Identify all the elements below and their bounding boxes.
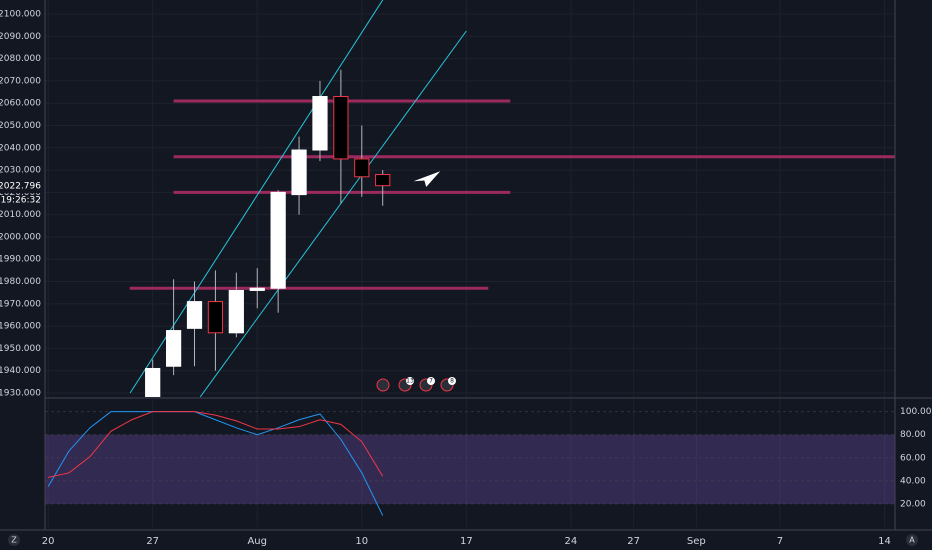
y-tick-label: 2050.000 <box>0 121 41 131</box>
x-tick-label: 17 <box>460 536 473 547</box>
corner-label: Z <box>11 536 17 545</box>
event-count: 8 <box>450 378 454 385</box>
price-label-box <box>0 179 45 194</box>
y-tick-label: 60.00 <box>900 453 926 463</box>
event-count-bg <box>427 377 435 385</box>
corner-button[interactable] <box>906 534 918 546</box>
candle-body <box>312 96 328 151</box>
corner-label: A <box>909 536 915 545</box>
price-pane <box>45 0 895 397</box>
event-badge[interactable] <box>376 378 390 392</box>
event-count: 13 <box>406 378 414 385</box>
y-tick-label: 1970.000 <box>0 299 41 309</box>
y-tick-label: 1950.000 <box>0 344 41 354</box>
trend-line <box>199 30 467 397</box>
candle-body <box>270 191 286 289</box>
countdown: 19:26:32 <box>1 196 41 206</box>
x-tick-label: Sep <box>687 536 706 547</box>
current-price: 2022.796 <box>0 182 41 192</box>
y-tick-label: 80.00 <box>900 430 926 440</box>
y-tick-label: 1940.000 <box>0 366 41 376</box>
y-tick-label: 2090.000 <box>0 32 41 42</box>
candle-body <box>375 174 391 187</box>
axes: 20 27 Aug 10 17 24 27 Sep 7 14 1930.000 1940.000 195… <box>0 10 932 547</box>
candle-body <box>186 301 203 329</box>
y-tick-label: 1960.000 <box>0 322 41 332</box>
band <box>45 434 895 504</box>
candle-body <box>165 330 182 367</box>
y-tick-label: 1930.000 <box>0 388 41 398</box>
x-tick-label: 14 <box>878 536 891 547</box>
y-tick-label: 2070.000 <box>0 76 41 86</box>
x-tick-label: 10 <box>355 536 368 547</box>
y-tick-label: 2100.000 <box>0 10 41 20</box>
candle-body <box>354 158 370 178</box>
x-tick-label: 27 <box>627 536 640 547</box>
y-tick-label: 2000.000 <box>0 232 41 242</box>
y-tick-label: 2010.000 <box>0 210 41 220</box>
event-count-bg <box>406 377 414 385</box>
y-tick-label: 100.00 <box>900 407 932 417</box>
y-tick-label: 2060.000 <box>0 99 41 109</box>
x-tick-label: 20 <box>42 536 55 547</box>
x-tick-label: 24 <box>565 536 578 547</box>
candle-body <box>249 287 265 291</box>
y-tick-label: 20.00 <box>900 499 926 509</box>
candle-body <box>207 301 224 334</box>
stoch-line <box>47 411 384 516</box>
y-tick-label: 2080.000 <box>0 54 41 64</box>
y-tick-label: 2040.000 <box>0 143 41 153</box>
candle-body <box>145 367 161 397</box>
event-count-bg <box>448 377 456 385</box>
stochastic-pane <box>45 399 895 527</box>
y-tick-label: 2030.000 <box>0 166 41 176</box>
y-tick-label: 1980.000 <box>0 277 41 287</box>
corner-button[interactable] <box>8 534 20 546</box>
x-tick-label: Aug <box>247 536 267 547</box>
cursor-arrow <box>409 169 443 190</box>
candle-body <box>291 149 307 196</box>
event-count: 7 <box>429 378 433 385</box>
y-tick-label: 1990.000 <box>0 255 41 265</box>
trend-line <box>129 0 384 394</box>
stoch-line <box>48 411 384 478</box>
y-tick-label: 40.00 <box>900 476 926 486</box>
x-tick-label: 7 <box>777 536 783 547</box>
x-tick-label: 27 <box>146 536 159 547</box>
candle-body <box>228 289 244 334</box>
candle-body <box>333 96 349 160</box>
